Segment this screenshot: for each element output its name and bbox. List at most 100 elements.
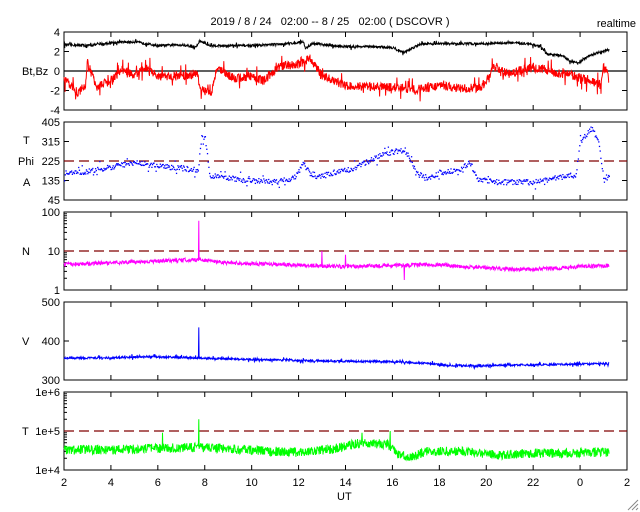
data-point bbox=[356, 164, 359, 167]
data-point bbox=[469, 163, 471, 165]
data-point bbox=[66, 173, 69, 175]
data-point bbox=[183, 166, 185, 168]
data-point bbox=[550, 178, 553, 181]
data-point bbox=[229, 179, 231, 181]
data-point bbox=[68, 172, 71, 174]
data-point bbox=[510, 180, 512, 183]
data-point bbox=[281, 180, 283, 182]
data-point bbox=[313, 176, 315, 178]
data-point bbox=[315, 177, 318, 180]
data-point bbox=[406, 155, 409, 157]
data-point bbox=[467, 163, 469, 165]
data-point bbox=[77, 172, 79, 174]
data-point bbox=[588, 128, 591, 130]
data-point bbox=[192, 168, 195, 170]
data-point bbox=[110, 168, 112, 171]
data-point bbox=[555, 177, 558, 179]
data-point bbox=[485, 178, 487, 180]
data-point bbox=[463, 164, 466, 166]
data-point bbox=[216, 174, 219, 176]
data-point bbox=[397, 150, 399, 152]
data-point bbox=[575, 173, 577, 175]
data-point bbox=[559, 174, 561, 177]
data-point bbox=[347, 167, 349, 169]
data-point bbox=[171, 168, 173, 170]
data-point bbox=[208, 166, 210, 169]
data-point bbox=[489, 178, 491, 180]
x-tick-label: 2 bbox=[624, 477, 630, 489]
data-point bbox=[213, 176, 216, 179]
data-point bbox=[282, 180, 285, 183]
data-point bbox=[500, 183, 502, 185]
data-point bbox=[580, 139, 582, 142]
data-point bbox=[582, 137, 584, 139]
data-point bbox=[289, 180, 291, 183]
series-n bbox=[63, 220, 610, 281]
data-point bbox=[592, 129, 594, 131]
series-phi bbox=[64, 126, 611, 190]
data-point bbox=[263, 180, 266, 182]
data-point bbox=[184, 169, 186, 171]
data-point bbox=[378, 157, 380, 159]
data-point bbox=[376, 164, 378, 166]
data-point bbox=[328, 174, 330, 177]
data-point bbox=[453, 168, 455, 170]
data-point bbox=[368, 162, 370, 165]
data-point bbox=[596, 138, 599, 140]
series-t bbox=[63, 419, 610, 462]
data-point bbox=[411, 161, 413, 164]
data-point bbox=[294, 178, 297, 180]
data-point bbox=[230, 177, 233, 179]
data-point bbox=[314, 175, 316, 177]
data-point bbox=[484, 178, 487, 181]
data-point bbox=[234, 180, 236, 182]
data-point bbox=[170, 168, 172, 171]
data-point bbox=[368, 160, 371, 162]
data-point bbox=[133, 160, 135, 163]
data-point bbox=[336, 171, 338, 173]
data-point bbox=[122, 166, 124, 168]
data-point bbox=[524, 180, 526, 182]
data-point bbox=[475, 174, 477, 176]
data-point bbox=[470, 163, 473, 165]
data-point bbox=[543, 183, 546, 186]
data-point bbox=[554, 175, 556, 177]
data-point bbox=[67, 173, 69, 175]
data-point bbox=[112, 165, 114, 167]
data-point bbox=[293, 178, 295, 180]
data-point bbox=[227, 179, 230, 181]
data-point bbox=[439, 169, 441, 171]
data-point bbox=[116, 164, 119, 166]
data-point bbox=[99, 160, 101, 163]
data-point bbox=[73, 171, 75, 173]
data-point bbox=[257, 180, 259, 183]
data-point bbox=[207, 161, 209, 163]
data-point bbox=[589, 130, 592, 133]
data-point bbox=[225, 178, 228, 181]
data-point bbox=[501, 181, 503, 183]
data-point bbox=[251, 180, 253, 183]
data-point bbox=[455, 169, 457, 172]
data-point bbox=[126, 158, 128, 160]
data-point bbox=[607, 176, 609, 179]
data-point bbox=[291, 176, 293, 179]
data-point bbox=[548, 179, 550, 181]
data-point bbox=[338, 168, 340, 171]
data-point bbox=[557, 175, 559, 178]
data-point bbox=[428, 176, 430, 179]
data-point bbox=[348, 171, 350, 173]
data-point bbox=[501, 181, 504, 183]
data-point bbox=[276, 182, 278, 184]
panel-speed: 500 400 300 V bbox=[22, 297, 628, 387]
data-point bbox=[361, 161, 363, 164]
data-point bbox=[520, 182, 523, 184]
data-point bbox=[173, 168, 176, 171]
data-point bbox=[168, 164, 170, 167]
data-point bbox=[118, 164, 121, 166]
data-point bbox=[166, 164, 169, 166]
data-point bbox=[522, 180, 525, 182]
data-point bbox=[581, 138, 584, 141]
data-point bbox=[121, 162, 124, 165]
x-tick-label: 6 bbox=[155, 477, 161, 489]
data-point bbox=[231, 179, 233, 181]
